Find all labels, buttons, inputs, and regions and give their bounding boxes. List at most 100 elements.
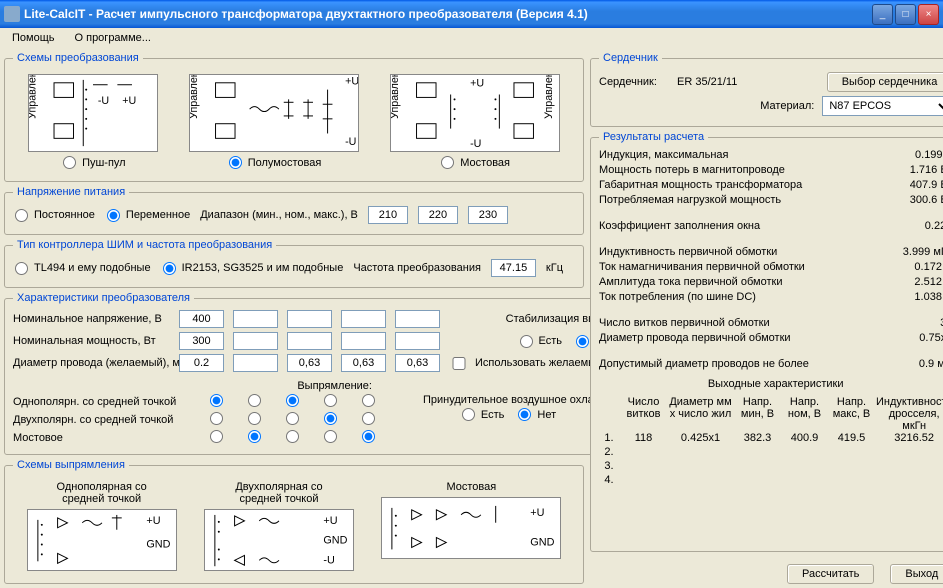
wire3-input[interactable] (287, 354, 332, 372)
rect-1-4[interactable] (324, 394, 337, 407)
stab-yes-radio[interactable]: Есть (518, 335, 562, 348)
forced-no-radio[interactable]: Нет (516, 408, 556, 421)
supply-ac-radio[interactable]: Переменное (105, 209, 190, 222)
minimize-button[interactable]: _ (872, 4, 893, 25)
svg-text:GND: GND (323, 535, 347, 547)
chars-group: Характеристики преобразователя Номинальн… (4, 292, 665, 455)
window-title: Lite-CalcIT - Расчет импульсного трансфо… (24, 7, 872, 21)
output-row: 3. (599, 460, 943, 474)
rect-1-1[interactable] (210, 394, 223, 407)
vmin-input[interactable] (368, 206, 408, 224)
svg-text:Управление: Управление (29, 75, 39, 119)
rect-2-5[interactable] (362, 412, 375, 425)
out-legend: Выходные характеристики (599, 378, 943, 390)
results-legend: Результаты расчета (599, 131, 708, 143)
rect-3-5[interactable] (362, 430, 375, 443)
svg-text:+U: +U (470, 78, 484, 90)
wire5-input[interactable] (395, 354, 440, 372)
vmax-input[interactable] (468, 206, 508, 224)
rect-3-1[interactable] (210, 430, 223, 443)
material-label: Материал: (599, 100, 814, 112)
use-desired-check[interactable] (451, 357, 467, 370)
svg-text:+U: +U (146, 515, 160, 527)
controller-legend: Тип контроллера ШИМ и частота преобразов… (13, 239, 276, 251)
rect-2-1[interactable] (210, 412, 223, 425)
result-row: Диаметр провода первичной обмотки0.75x1 (599, 332, 943, 344)
svg-text:Управление: Управление (543, 75, 555, 119)
ctrl-ir2153-radio[interactable]: IR2153, SG3525 и им подобные (161, 262, 344, 275)
svg-text:-U: -U (98, 95, 109, 107)
rect3-label: Мостовое (13, 432, 193, 444)
wire4-input[interactable] (341, 354, 386, 372)
scheme-halfbridge-radio[interactable]: Полумостовая (227, 156, 322, 169)
rect-s3-img: +U GND (381, 497, 561, 559)
rect-s2-img: +U GND -U (204, 509, 354, 571)
freq-label: Частота преобразования (353, 262, 481, 274)
wire2-input[interactable] (233, 354, 278, 372)
rect-2-4[interactable] (324, 412, 337, 425)
ctrl-tl494-radio[interactable]: TL494 и ему подобные (13, 262, 151, 275)
result-row: Потребляемая нагрузкой мощность300.6 Вт (599, 194, 943, 206)
result-row: Амплитуда тока первичной обмотки2.512 А (599, 276, 943, 288)
rect-1-3[interactable] (286, 394, 299, 407)
svg-text:Управление: Управление (391, 75, 401, 119)
app-icon (4, 6, 20, 22)
scheme-fullbridge-img: Управление Управление +U -U (390, 74, 560, 152)
supply-dc-radio[interactable]: Постоянное (13, 209, 95, 222)
scheme-pushpull-radio[interactable]: Пуш-пул (61, 156, 126, 169)
forced-yes-radio[interactable]: Есть (460, 408, 504, 421)
close-button[interactable]: × (918, 4, 939, 25)
menu-help[interactable]: Помощь (6, 30, 61, 46)
rect-3-2[interactable] (248, 430, 261, 443)
freq-unit: кГц (546, 262, 563, 274)
rect-3-4[interactable] (324, 430, 337, 443)
chars-legend: Характеристики преобразователя (13, 292, 194, 304)
svg-text:Управление: Управление (190, 75, 200, 119)
scheme-pushpull-img: Управление-U+U (28, 74, 158, 152)
menubar: Помощь О программе... (0, 28, 943, 48)
svg-text:GND: GND (531, 536, 555, 548)
scheme-fullbridge-radio[interactable]: Мостовая (439, 156, 510, 169)
svg-text:-U: -U (470, 138, 481, 150)
output-row: 1.1180.425x1382.3400.9419.53216.52 (599, 432, 943, 446)
menu-about[interactable]: О программе... (69, 30, 157, 46)
result-row: Ток потребления (по шине DC)1.038 А (599, 291, 943, 303)
rect-3-3[interactable] (286, 430, 299, 443)
vnom-input[interactable] (418, 206, 458, 224)
material-select[interactable]: N87 EPCOS (822, 96, 943, 116)
rect1-label: Однополярн. со средней точкой (13, 396, 193, 408)
wire1-input[interactable] (179, 354, 224, 372)
pnom-label: Номинальная мощность, Вт (13, 335, 173, 347)
rect-s1-label: Однополярная со средней точкой (37, 481, 167, 505)
vnom-out-input[interactable] (179, 310, 224, 328)
rect-s2-label: Двухполярная со средней точкой (214, 481, 344, 505)
result-row: Допустимый диаметр проводов не более0.9 … (599, 358, 943, 370)
schemes-group: Схемы преобразования Управление-U+U Пуш-… (4, 52, 584, 182)
exit-button[interactable]: Выход (890, 564, 943, 584)
core-legend: Сердечник (599, 52, 662, 64)
supply-range-label: Диапазон (мин., ном., макс.), В (200, 209, 358, 221)
calc-button[interactable]: Рассчитать (787, 564, 874, 584)
result-row: Индукция, максимальная0.199 Т (599, 149, 943, 161)
freq-input[interactable] (491, 259, 536, 277)
svg-text:-U: -U (323, 554, 334, 566)
controller-group: Тип контроллера ШИМ и частота преобразов… (4, 239, 584, 288)
result-row: Индуктивность первичной обмотки3.999 мГн (599, 246, 943, 258)
rect-1-5[interactable] (362, 394, 375, 407)
svg-text:+U: +U (323, 515, 337, 527)
vnom-label: Номинальное напряжение, В (13, 313, 173, 325)
core-label: Сердечник: (599, 76, 669, 88)
rect-schemes-legend: Схемы выпрямления (13, 459, 129, 471)
rect2-label: Двухполярн. со средней точкой (13, 414, 193, 426)
svg-text:+U: +U (531, 507, 545, 519)
rect-2-2[interactable] (248, 412, 261, 425)
pnom-input[interactable] (179, 332, 224, 350)
rect-1-2[interactable] (248, 394, 261, 407)
result-row: Ток намагничивания первичной обмотки0.17… (599, 261, 943, 273)
maximize-button[interactable]: □ (895, 4, 916, 25)
svg-text:+U: +U (345, 76, 358, 88)
select-core-button[interactable]: Выбор сердечника (827, 72, 943, 92)
svg-text:-U: -U (345, 136, 356, 148)
output-row: 2. (599, 446, 943, 460)
rect-2-3[interactable] (286, 412, 299, 425)
